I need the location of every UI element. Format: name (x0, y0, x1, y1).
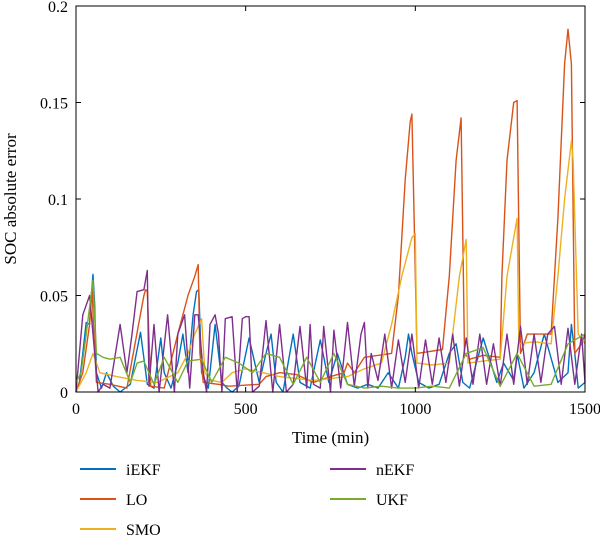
legend-item-ukf: UKF (330, 492, 408, 509)
legend-item-lo: LO (80, 492, 147, 509)
x-tick-label: 0 (72, 401, 80, 418)
y-axis-label: SOC absolute error (1, 133, 20, 265)
series-line-ukf (75, 279, 586, 389)
y-tick-label: 0.05 (40, 289, 68, 306)
plot-lines (75, 28, 586, 393)
y-tick-label: 0 (60, 385, 68, 402)
x-tick-label: 500 (234, 401, 258, 418)
x-tick-label: 1000 (399, 401, 431, 418)
series-line-iekf (75, 273, 586, 393)
legend-label: iEKF (126, 462, 161, 479)
y-tick-label: 0.15 (40, 96, 68, 113)
legend-item-iekf: iEKF (80, 462, 161, 479)
plot-frame (75, 5, 586, 393)
legend-label: SMO (126, 522, 161, 539)
series-line-nekf (75, 269, 586, 393)
x-axis-label: Time (min) (292, 428, 369, 447)
legend-label: nEKF (376, 462, 414, 479)
legend: iEKF LO SMO nEKF UKF (80, 462, 414, 539)
series-line-smo (75, 140, 586, 393)
x-tick-label: 1500 (569, 401, 600, 418)
y-axis: 0 0.05 0.1 0.15 0.2 (40, 0, 585, 402)
y-tick-label: 0.1 (48, 192, 68, 209)
y-tick-label: 0.2 (48, 0, 68, 16)
legend-item-smo: SMO (80, 522, 161, 539)
legend-label: UKF (376, 492, 408, 509)
legend-label: LO (126, 492, 147, 509)
x-axis: 0 500 1000 1500 (72, 6, 600, 418)
legend-item-nekf: nEKF (330, 462, 414, 479)
